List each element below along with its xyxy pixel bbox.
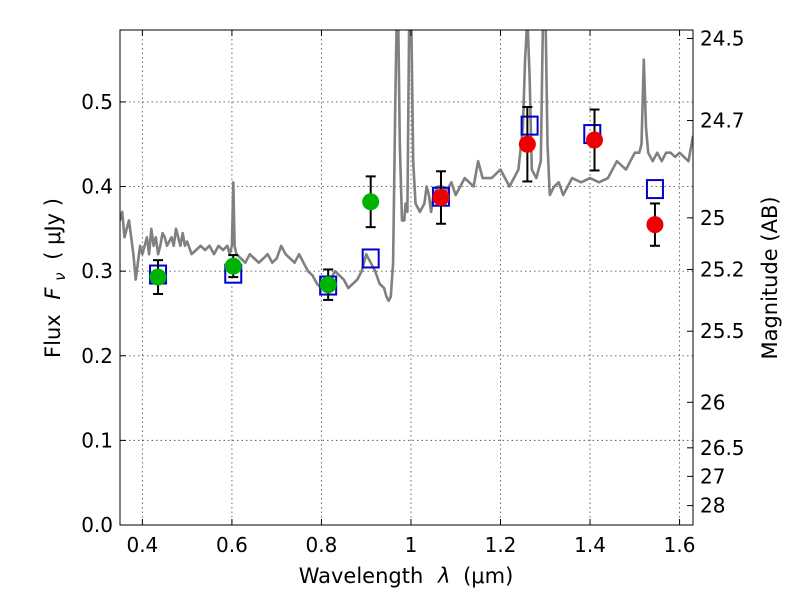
observed-point-marker [586, 131, 604, 149]
y-tick-label: 0.1 [81, 428, 113, 452]
y2-tick-label: 27 [700, 464, 725, 488]
grid-layer [120, 30, 693, 526]
model-square-marker [520, 115, 539, 136]
y-tick-label: 0.3 [81, 259, 113, 283]
y2-tick-label: 24.7 [700, 109, 745, 133]
observed-point-marker [432, 189, 450, 207]
x-axis-label-text: Wavelength [299, 564, 424, 588]
x-tick-label: 0.8 [306, 533, 338, 557]
y2-tick-label: 25.2 [700, 257, 745, 281]
x-tick-label: 0.4 [126, 533, 158, 557]
x-tick-label: 1.4 [574, 533, 606, 557]
y-tick-label: 0.2 [81, 344, 113, 368]
y-axis-label-text: Flux [41, 314, 65, 358]
y2-tick-label: 25.5 [700, 319, 745, 343]
y-axis-label-unit: ( μJy ) [41, 198, 65, 260]
x-axis-label-symbol: λ [437, 564, 450, 588]
y2-tick-label: 24.5 [700, 26, 745, 50]
spectrum-layer [120, 30, 693, 303]
observed-point-marker [224, 257, 242, 275]
model-square-marker [645, 179, 664, 200]
y2-tick-label: 26 [700, 390, 725, 414]
x-tick-label: 0.6 [216, 533, 248, 557]
model-square-marker [361, 248, 380, 269]
y-axis-label-subscript: ν [51, 272, 69, 280]
y2-tick-label: 26.5 [700, 436, 745, 460]
ticks-layer: 0.4 0.6 0.8 1 1.2 1.4 1.6 0.0 0.1 0.2 0.3 0.4 0.5 24.… [81, 26, 744, 557]
observed-point-marker [646, 216, 664, 234]
plot-frame [119, 29, 694, 526]
y-tick-label: 0.4 [81, 175, 113, 199]
observed-point-marker [319, 276, 337, 294]
spectrum-line [120, 30, 693, 303]
x-tick-label: 1.6 [664, 533, 696, 557]
y2-tick-label: 28 [700, 494, 725, 518]
observed-point-marker [149, 268, 167, 286]
observed-point-marker [518, 135, 536, 153]
x-axis-label: Wavelength λ (μm) [299, 564, 514, 588]
y-tick-label: 0.0 [81, 513, 113, 537]
observed-point-marker [362, 193, 380, 211]
x-axis-label-unit: (μm) [463, 564, 513, 588]
y-axis-label: Flux F ν ( μJy ) [41, 198, 70, 358]
y-axis-label-symbol: F [41, 287, 65, 300]
y2-axis-label: Magnitude (AB) [758, 196, 782, 359]
points-layer [149, 106, 664, 301]
x-tick-label: 1 [405, 533, 418, 557]
y2-tick-label: 25 [700, 206, 725, 230]
y-tick-label: 0.5 [81, 90, 113, 114]
x-tick-label: 1.2 [485, 533, 517, 557]
